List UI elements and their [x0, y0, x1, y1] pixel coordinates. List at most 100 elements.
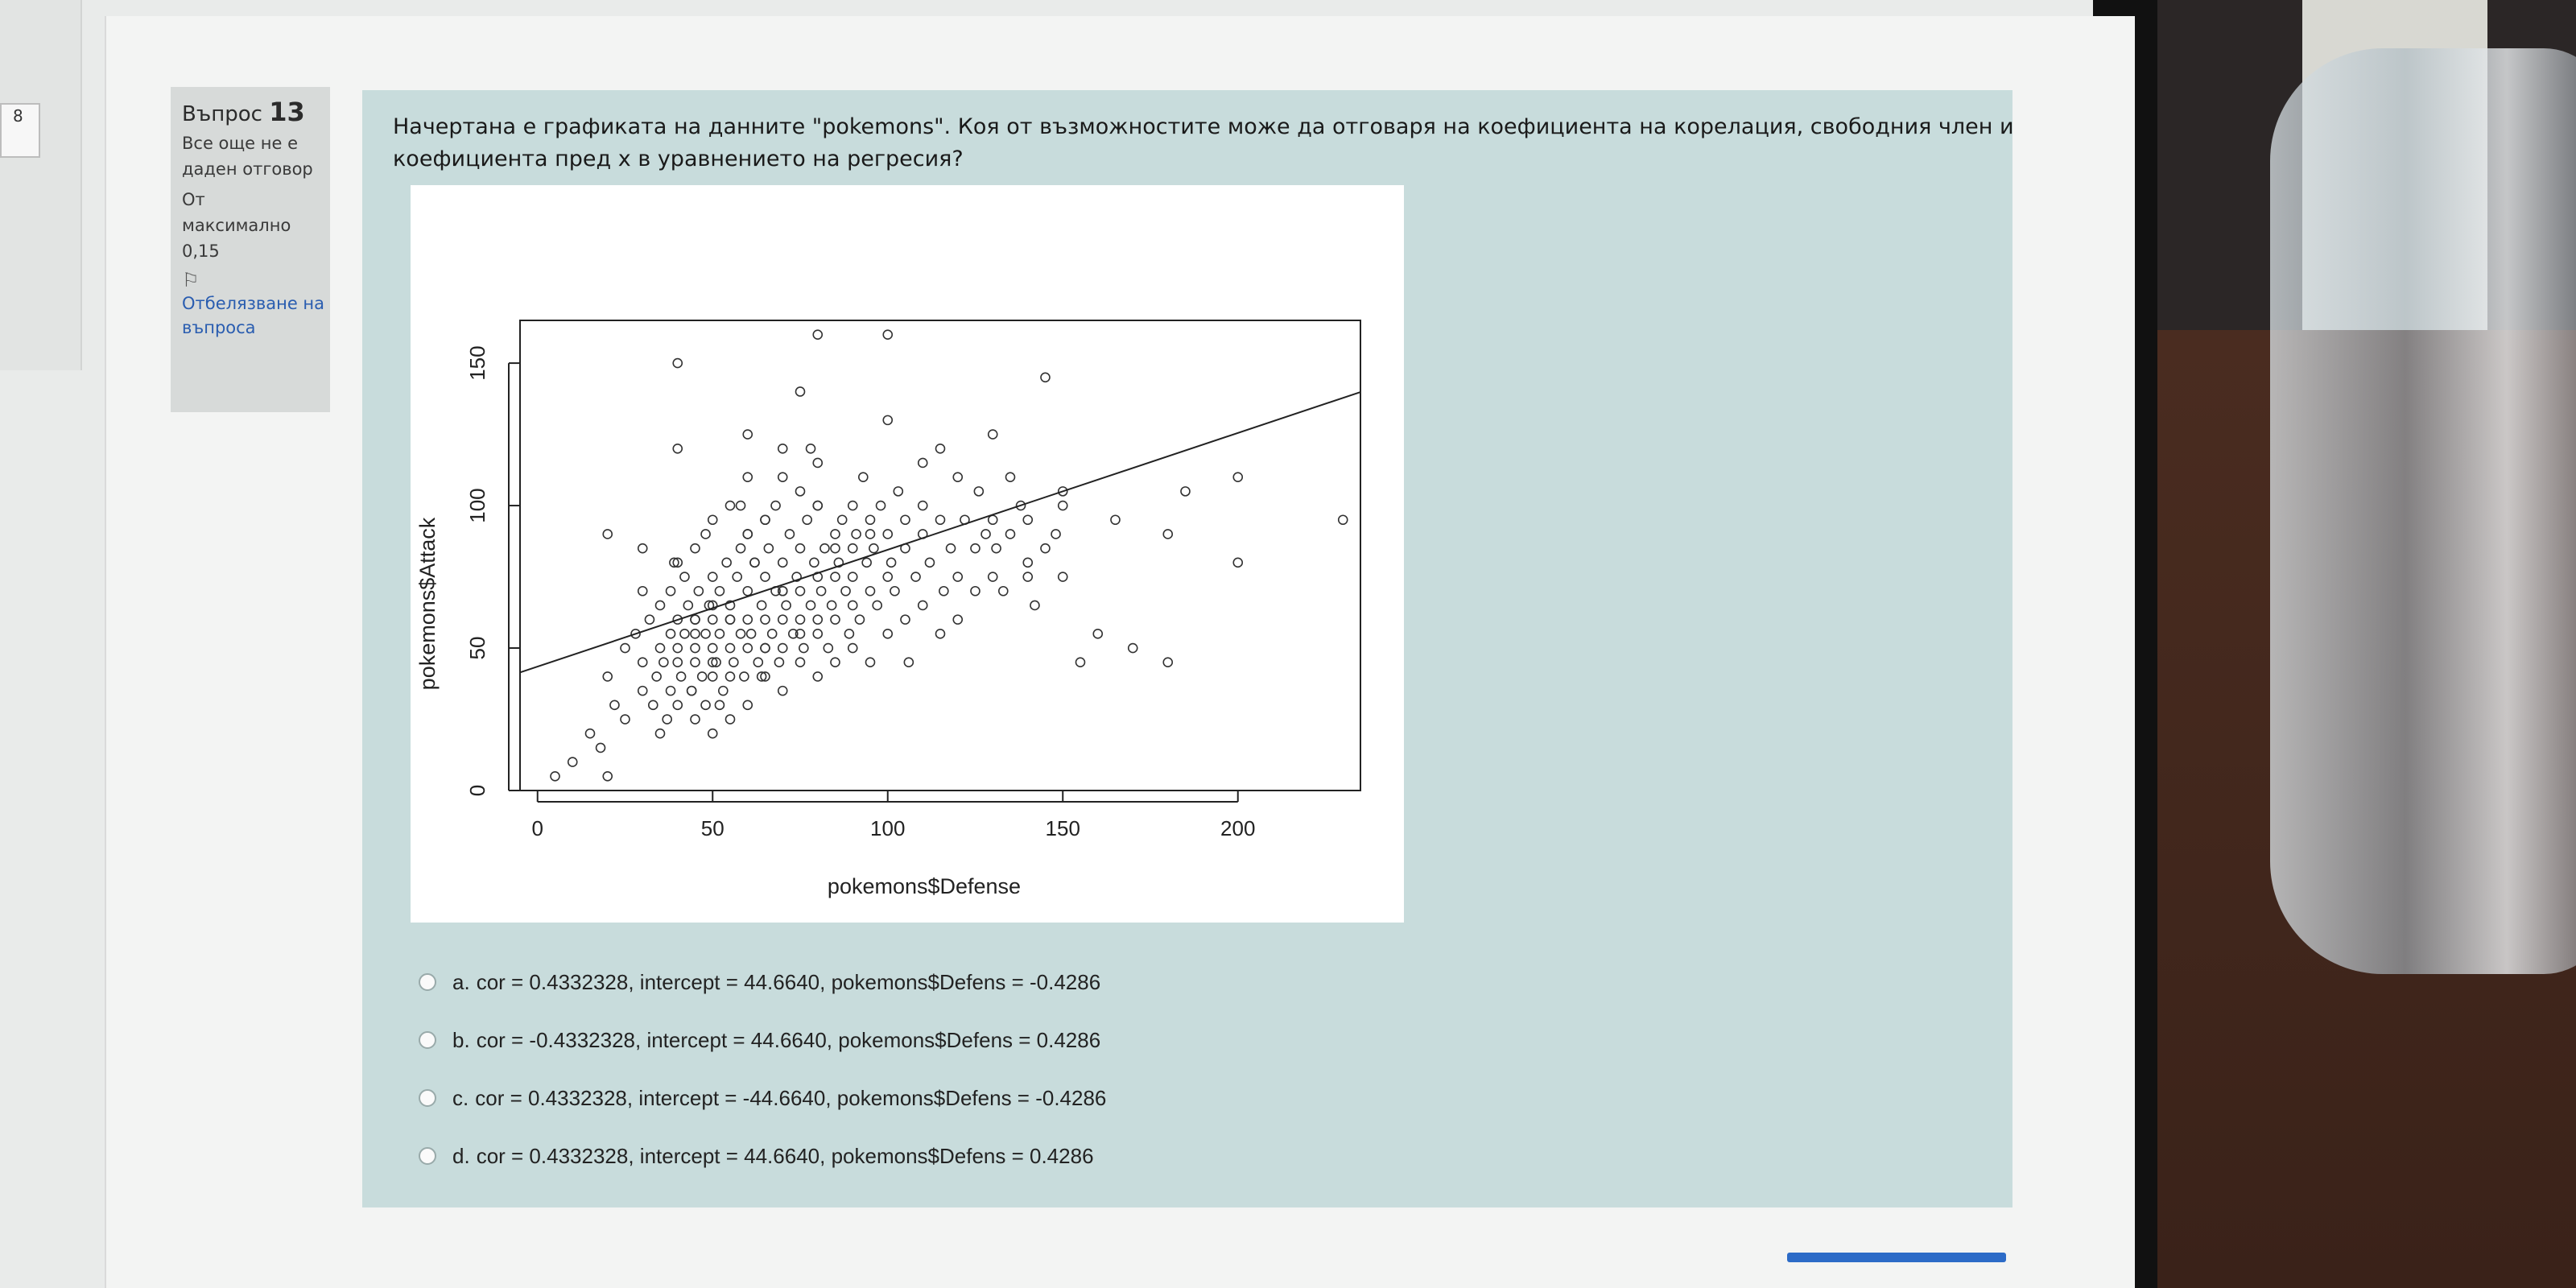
- data-point: [847, 600, 858, 611]
- flag-icon[interactable]: ⚐: [182, 269, 200, 291]
- answer-option-c[interactable]: c. cor = 0.4332328, intercept = -44.6640…: [419, 1069, 1626, 1127]
- data-point: [815, 585, 827, 597]
- data-point: [602, 771, 613, 782]
- data-point: [917, 600, 928, 611]
- data-point: [550, 771, 560, 782]
- data-point: [707, 600, 718, 611]
- data-point: [826, 600, 837, 611]
- data-point: [637, 585, 648, 597]
- data-point: [1040, 543, 1051, 554]
- data-point: [847, 642, 858, 654]
- data-point: [795, 386, 806, 397]
- y-axis-label: pokemons$Attack: [415, 517, 440, 690]
- data-point: [707, 642, 718, 654]
- data-point: [735, 629, 746, 639]
- data-point: [970, 543, 980, 554]
- next-page-bar[interactable]: [1787, 1253, 2006, 1262]
- data-point: [620, 714, 630, 724]
- data-point: [952, 472, 964, 482]
- question-status: Все още не е даден отговор: [182, 134, 313, 179]
- data-point: [805, 443, 816, 454]
- data-point: [795, 629, 806, 639]
- data-point: [760, 572, 770, 582]
- data-point: [693, 585, 704, 597]
- question-prefix: Въпрос: [182, 102, 262, 126]
- answer-radio-a[interactable]: [419, 973, 436, 991]
- data-point: [707, 657, 718, 668]
- data-point: [658, 657, 669, 668]
- data-point: [830, 614, 840, 625]
- data-point: [917, 457, 928, 469]
- data-point: [1057, 572, 1068, 582]
- data-point: [861, 557, 872, 568]
- data-point: [1015, 500, 1026, 511]
- data-point: [654, 600, 666, 611]
- data-point: [602, 671, 613, 682]
- data-point: [795, 543, 806, 554]
- y-tick-label: 0: [465, 785, 489, 796]
- data-point: [872, 600, 883, 611]
- data-point: [1180, 486, 1191, 497]
- data-point: [707, 514, 718, 526]
- data-point: [777, 443, 788, 454]
- data-point: [602, 529, 613, 539]
- flag-question-link[interactable]: Отбелязване на въпроса: [182, 294, 325, 337]
- answer-letter-d: d.: [452, 1143, 470, 1168]
- regression-line: [519, 391, 1361, 674]
- data-point: [882, 415, 894, 426]
- data-point: [987, 429, 998, 440]
- answer-option-b[interactable]: b. cor = -0.4332328, intercept = 44.6640…: [419, 1011, 1626, 1069]
- answer-option-a[interactable]: a. cor = 0.4332328, intercept = 44.6640,…: [419, 953, 1626, 1011]
- answer-radio-b[interactable]: [419, 1031, 436, 1049]
- answer-radio-c[interactable]: [419, 1089, 436, 1107]
- data-point: [763, 543, 774, 554]
- question-nav-button[interactable]: 8: [0, 103, 40, 158]
- question-nav-number: 8: [13, 106, 23, 126]
- data-point: [669, 557, 679, 568]
- data-point: [819, 543, 830, 554]
- data-point: [1057, 500, 1068, 511]
- data-point: [900, 514, 910, 526]
- data-point: [812, 457, 824, 469]
- data-point: [844, 629, 855, 639]
- answer-text-a: cor = 0.4332328, intercept = 44.6640, po…: [476, 969, 1101, 994]
- data-point: [812, 614, 824, 625]
- answer-radio-d[interactable]: [419, 1147, 436, 1165]
- data-point: [665, 685, 676, 696]
- answer-options: a. cor = 0.4332328, intercept = 44.6640,…: [419, 953, 1626, 1185]
- data-point: [973, 486, 985, 497]
- data-point: [756, 600, 767, 611]
- data-point: [777, 642, 788, 654]
- answer-text-d: cor = 0.4332328, intercept = 44.6640, po…: [476, 1143, 1094, 1168]
- data-point: [675, 671, 687, 682]
- data-point: [802, 514, 813, 526]
- data-point: [812, 329, 824, 340]
- x-axis-label: pokemons$Defense: [828, 874, 1021, 898]
- data-point: [700, 629, 711, 639]
- question-label: Въпрос 13: [182, 97, 330, 127]
- data-point: [690, 657, 700, 668]
- data-point: [952, 614, 964, 625]
- data-point: [1127, 642, 1138, 654]
- data-point: [665, 629, 676, 639]
- data-point: [739, 671, 749, 682]
- data-point: [700, 700, 711, 711]
- data-point: [665, 585, 676, 597]
- data-point: [654, 728, 666, 739]
- data-point: [847, 543, 858, 554]
- data-point: [672, 443, 683, 454]
- data-point: [869, 543, 879, 554]
- data-point: [707, 572, 718, 582]
- answer-option-d[interactable]: d. cor = 0.4332328, intercept = 44.6640,…: [419, 1127, 1626, 1185]
- data-point: [696, 671, 708, 682]
- answer-letter-c: c.: [452, 1085, 469, 1110]
- data-point: [721, 557, 732, 568]
- data-point: [644, 614, 655, 625]
- data-point: [830, 543, 840, 554]
- data-point: [742, 700, 753, 711]
- data-point: [787, 629, 799, 639]
- x-tick-label: 100: [870, 816, 905, 840]
- x-tick-label: 200: [1220, 816, 1255, 840]
- data-point: [1030, 600, 1040, 611]
- scatter-plot: 0 50 100 150 200 0 50 100 150 pokemons$Defense pok…: [411, 185, 1404, 923]
